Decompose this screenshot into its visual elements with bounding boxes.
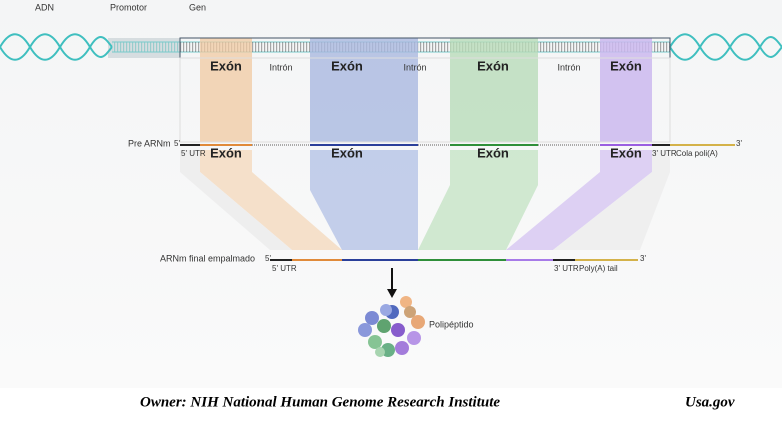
final-mrna-label: ARNm final empalmado [160,253,255,263]
tail-label: Poly(A) tail [579,264,618,273]
tail-label: Cola poli(A) [676,149,718,158]
intron-label: Intrón [557,62,580,72]
polypeptide-label: Polipéptido [429,319,474,329]
exon-columns [200,38,652,142]
exon-label: Exón [610,145,642,160]
arrow-head [387,289,397,298]
exon-label: Exón [331,145,363,160]
exon-label: Exón [610,58,642,73]
exon-label: Exón [477,58,509,73]
gene-ladder [180,42,670,52]
exon-label: Exón [477,145,509,160]
exon-label: Exón [210,145,242,160]
three-prime: 3' [736,139,742,148]
dna-helix [0,33,782,61]
utr-label: 5' UTR [272,264,297,273]
intron-label: Intrón [269,62,292,72]
three-prime: 3' [640,254,646,263]
utr-label: 5' UTR [181,149,206,158]
pre-mrna-label: Pre ARNm [128,138,171,148]
exon-label: Exón [210,58,242,73]
utr-label: 3' UTR [652,149,677,158]
promoter-label: Promotor [110,2,147,12]
intron-label: Intrón [403,62,426,72]
five-prime: 5' [174,139,180,148]
gene-label: Gen [189,2,206,12]
dna-ladder [112,42,180,52]
polypeptide-blob [358,296,425,357]
dna-label: ADN [35,2,54,12]
exon-label: Exón [331,58,363,73]
source-credit: Usa.gov [685,394,735,410]
splice-funnels [180,150,670,250]
owner-credit: Owner: NIH National Human Genome Researc… [140,394,500,410]
utr-label: 3' UTR [554,264,579,273]
five-prime: 5' [265,254,271,263]
gene-guide [179,57,671,143]
